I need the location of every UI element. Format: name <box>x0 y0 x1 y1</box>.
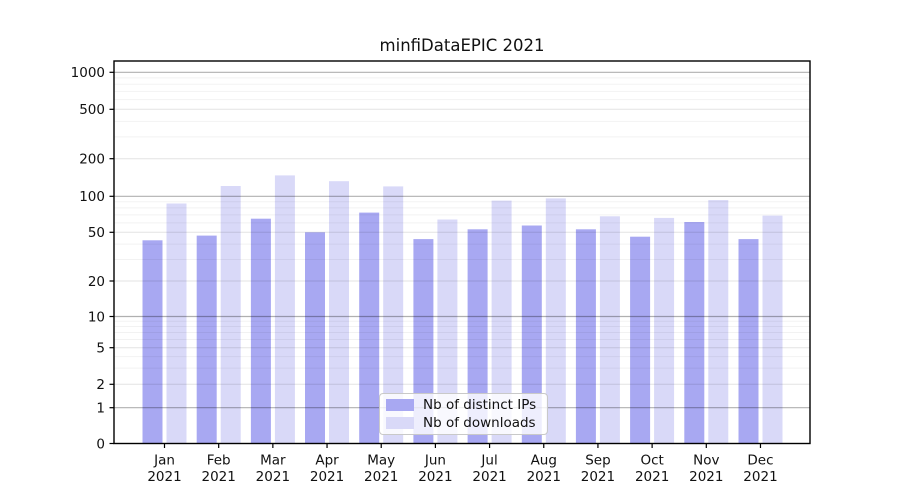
axes-spines <box>113 60 811 445</box>
bar-nb-of-downloads-oct <box>654 217 675 444</box>
x-tick-label-aug: Aug <box>531 453 557 469</box>
x-tick-year-jan: 2021 <box>147 469 181 485</box>
x-tick-year-aug: 2021 <box>527 469 561 485</box>
bar-nb-of-downloads-apr <box>329 181 349 444</box>
y-tick-label-20: 20 <box>88 274 105 290</box>
x-tick-year-nov: 2021 <box>689 469 723 485</box>
bar-nb-of-downloads-nov <box>708 200 729 444</box>
x-tick-label-dec: Dec <box>747 453 773 469</box>
y-tick-label-1: 1 <box>96 401 105 417</box>
x-tick-year-sep: 2021 <box>581 469 615 485</box>
bar-nb-of-downloads-dec <box>762 215 783 444</box>
bar-nb-of-distinct-ips-oct <box>630 236 651 444</box>
bar-nb-of-distinct-ips-jun <box>413 239 434 444</box>
x-tick-label-jul: Jul <box>480 453 497 469</box>
bar-nb-of-downloads-aug <box>545 198 566 444</box>
bar-nb-of-distinct-ips-dec <box>738 239 759 444</box>
x-tick-label-sep: Sep <box>585 453 610 469</box>
x-tick-label-jan: Jan <box>153 453 175 469</box>
x-tick-year-feb: 2021 <box>202 469 236 485</box>
y-tick-label-0: 0 <box>96 436 105 452</box>
x-tick-year-jul: 2021 <box>472 469 506 485</box>
bar-nb-of-distinct-ips-may <box>359 212 380 444</box>
bar-nb-of-downloads-sep <box>599 216 620 444</box>
bar-nb-of-downloads-feb <box>220 186 241 444</box>
x-tick-year-jun: 2021 <box>418 469 452 485</box>
legend-label-distinct-ips: Nb of distinct IPs <box>423 397 537 414</box>
x-tick-year-oct: 2021 <box>635 469 669 485</box>
legend-label-downloads: Nb of downloads <box>423 414 536 431</box>
bar-nb-of-downloads-jan <box>166 203 187 444</box>
bar-nb-of-distinct-ips-mar <box>250 218 271 444</box>
chart-title: minfiDataEPIC 2021 <box>379 36 545 55</box>
y-tick-label-1000: 1000 <box>71 65 105 81</box>
legend-item-distinct-ips: Nb of distinct IPs <box>386 397 541 413</box>
bar-nb-of-distinct-ips-aug <box>521 225 542 444</box>
bar-nb-of-distinct-ips-apr <box>305 232 325 444</box>
bar-nb-of-distinct-ips-jul <box>467 229 488 444</box>
legend-swatch-downloads <box>386 416 414 429</box>
x-tick-label-nov: Nov <box>693 453 719 469</box>
y-tick-label-5: 5 <box>96 341 105 357</box>
x-tick-year-apr: 2021 <box>310 469 344 485</box>
bar-nb-of-distinct-ips-nov <box>684 222 705 444</box>
y-tick-label-2: 2 <box>96 377 105 393</box>
x-tick-label-feb: Feb <box>207 453 231 469</box>
y-tick-label-500: 500 <box>79 102 105 118</box>
x-tick-year-mar: 2021 <box>256 469 290 485</box>
bar-nb-of-downloads-mar <box>274 175 295 444</box>
legend: Nb of distinct IPs Nb of downloads <box>379 393 548 435</box>
x-tick-label-jun: Jun <box>424 453 446 469</box>
x-tick-label-may: May <box>367 453 395 469</box>
x-tick-year-may: 2021 <box>364 469 398 485</box>
legend-item-downloads: Nb of downloads <box>386 415 541 431</box>
y-tick-label-200: 200 <box>79 152 105 168</box>
y-tick-label-100: 100 <box>79 189 105 205</box>
bar-nb-of-distinct-ips-jan <box>142 240 163 444</box>
legend-swatch-distinct-ips <box>386 399 414 412</box>
x-tick-label-oct: Oct <box>640 453 663 469</box>
x-tick-label-mar: Mar <box>260 453 286 469</box>
bar-nb-of-distinct-ips-sep <box>575 229 596 444</box>
bar-nb-of-downloads-jun <box>437 219 458 444</box>
y-tick-label-50: 50 <box>88 225 105 241</box>
bar-nb-of-downloads-may <box>383 186 404 444</box>
bar-nb-of-distinct-ips-feb <box>196 235 217 444</box>
y-tick-label-10: 10 <box>88 309 105 325</box>
bar-nb-of-downloads-jul <box>491 200 512 444</box>
x-tick-year-dec: 2021 <box>743 469 777 485</box>
x-tick-label-apr: Apr <box>315 453 339 469</box>
